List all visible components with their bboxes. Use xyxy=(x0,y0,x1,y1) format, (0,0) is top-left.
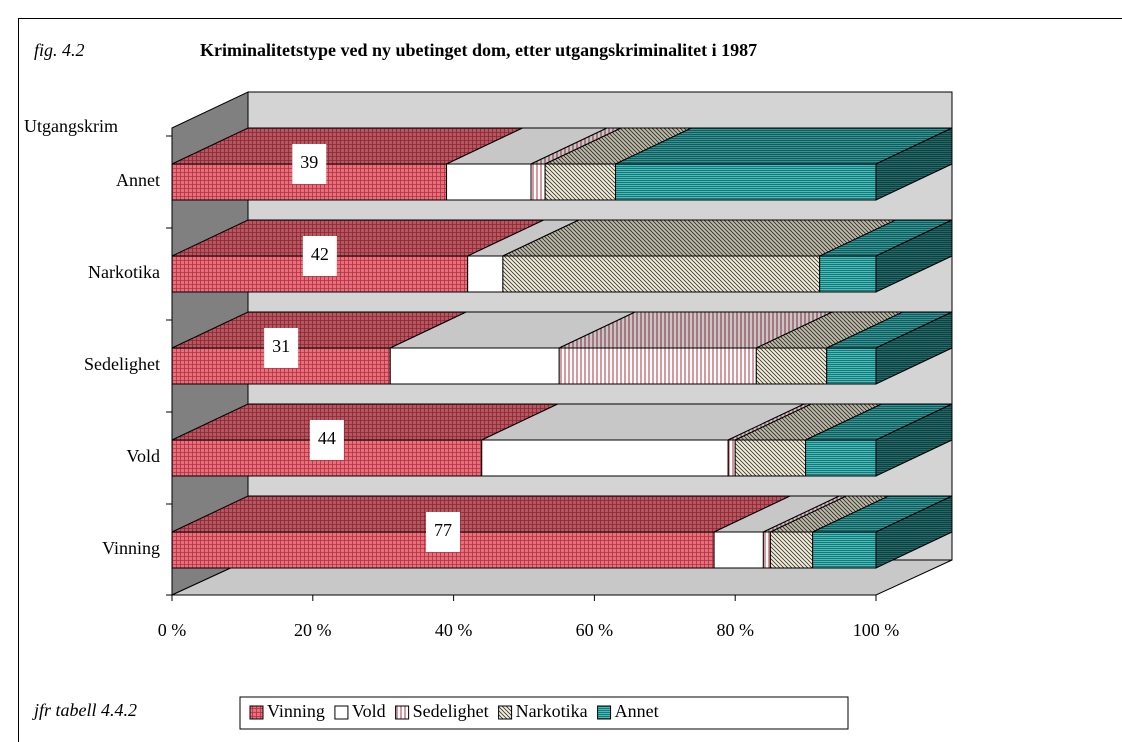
note: jfr tabell 4.4.2 xyxy=(32,700,137,720)
bar xyxy=(502,255,821,293)
data-label: 39 xyxy=(300,152,318,172)
bar-side-shade xyxy=(876,128,952,200)
x-tick-label: 100 % xyxy=(853,620,900,640)
bar-top-shade xyxy=(728,404,812,440)
bar-top-shade xyxy=(805,404,952,440)
bar-top-shade xyxy=(735,404,882,440)
x-tick-label: 60 % xyxy=(576,620,614,640)
bar-top-shade xyxy=(172,496,791,532)
bar-top-shade xyxy=(172,404,558,440)
data-label: 44 xyxy=(318,428,336,448)
bar-top-shade xyxy=(502,220,896,256)
y-tick-label: Annet xyxy=(116,170,160,190)
bar xyxy=(819,255,877,293)
plot: 39 42 31 44 77 xyxy=(166,91,953,601)
legend-swatch xyxy=(249,705,264,720)
bar-top-shade xyxy=(467,220,579,256)
bar xyxy=(805,439,877,477)
bar-top-shade xyxy=(615,128,952,164)
data-label-box xyxy=(302,236,337,276)
bar-top-shade xyxy=(172,220,544,256)
y-tick-label: Narkotika xyxy=(88,262,160,282)
legend-label: Narkotika xyxy=(516,701,588,721)
bar-top-shade xyxy=(172,312,467,348)
bar xyxy=(530,163,546,201)
data-label: 77 xyxy=(434,520,452,540)
bar-side xyxy=(875,495,953,569)
bar-side xyxy=(875,311,953,385)
legend-label: Vold xyxy=(352,701,386,721)
data-label-box xyxy=(264,328,299,368)
legend-swatch xyxy=(498,705,513,720)
legend-label: Annet xyxy=(615,701,659,721)
data-label-box xyxy=(426,512,461,552)
bar-top-shade xyxy=(826,312,952,348)
x-tick-label: 0 % xyxy=(158,620,187,640)
bar-side xyxy=(875,403,953,477)
bar-top-shade xyxy=(812,496,952,532)
bar-side-shade xyxy=(876,220,952,292)
bar xyxy=(544,163,617,201)
bar xyxy=(734,439,807,477)
bar-side xyxy=(875,219,953,293)
y-tick-label: Sedelighet xyxy=(84,354,160,374)
data-label: 42 xyxy=(311,244,329,264)
y-tick-label: Vinning xyxy=(102,538,160,558)
legend-swatch xyxy=(334,705,349,720)
bar xyxy=(481,439,729,477)
bar-top-shade xyxy=(559,312,833,348)
bar-top-shade xyxy=(770,496,889,532)
bar xyxy=(389,347,560,385)
bar xyxy=(762,531,771,569)
bar-top-shade xyxy=(531,128,622,164)
bar-top-shade xyxy=(481,404,805,440)
bar-top-shade xyxy=(756,312,903,348)
bar-top-shade xyxy=(714,496,840,532)
bar-side-shade xyxy=(876,496,952,568)
legend-label: Vinning xyxy=(267,701,325,721)
x-tick-label: 80 % xyxy=(716,620,754,640)
bar xyxy=(727,439,736,477)
y-axis-label: Utgangskrim xyxy=(24,116,118,136)
bar xyxy=(826,347,877,385)
bar xyxy=(755,347,828,385)
x-tick-label: 40 % xyxy=(435,620,473,640)
bar-top-shade xyxy=(763,496,847,532)
bar-top-shade xyxy=(172,128,523,164)
y-tick-label: Vold xyxy=(126,446,160,466)
bar-side-shade xyxy=(876,404,952,476)
bar xyxy=(446,163,532,201)
bar xyxy=(769,531,814,569)
legend-swatch xyxy=(395,705,410,720)
legend-swatch xyxy=(597,705,612,720)
legend-label: Sedelighet xyxy=(413,701,489,721)
bar xyxy=(812,531,877,569)
bar xyxy=(467,255,504,293)
bar-top-shade xyxy=(819,220,952,256)
bar-top-shade xyxy=(390,312,636,348)
bar xyxy=(713,531,764,569)
bar xyxy=(558,347,757,385)
chart-title: Kriminalitetstype ved ny ubetinget dom, … xyxy=(200,40,757,60)
bar-top-shade xyxy=(446,128,608,164)
bar-side-shade xyxy=(876,312,952,384)
bar-top-shade xyxy=(545,128,692,164)
x-tick-label: 20 % xyxy=(294,620,332,640)
data-label-box xyxy=(309,420,344,460)
data-label-box xyxy=(292,144,327,184)
figure-label: fig. 4.2 xyxy=(34,40,85,60)
data-label: 31 xyxy=(272,336,290,356)
bar-side xyxy=(875,127,953,201)
bar xyxy=(615,163,877,201)
